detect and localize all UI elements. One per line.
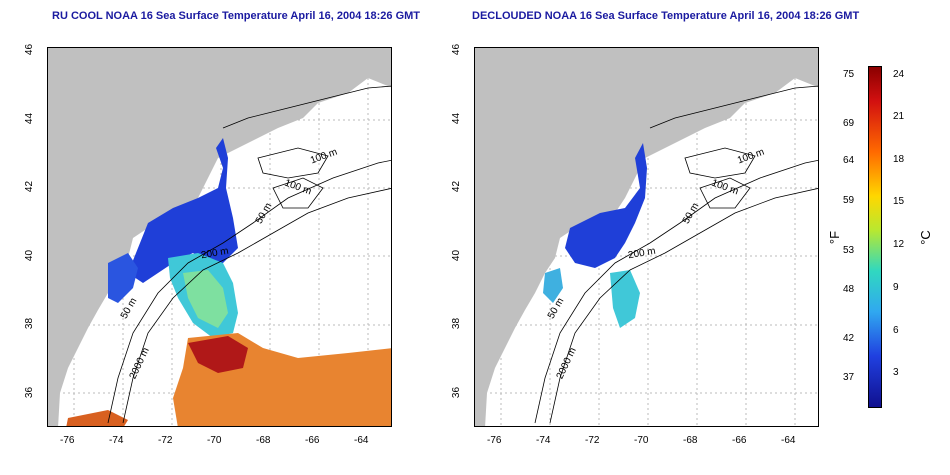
fahrenheit-tick: 69 xyxy=(843,118,855,129)
warm-patch-south xyxy=(66,410,128,426)
left-map-title: RU COOL NOAA 16 Sea Surface Temperature … xyxy=(52,10,421,22)
x-tick-label: -64 xyxy=(354,435,369,446)
right-map-canvas xyxy=(475,48,818,426)
x-tick-label: -68 xyxy=(256,435,271,446)
y-tick-label: 46 xyxy=(451,43,463,56)
y-tick-label: 44 xyxy=(24,112,36,125)
celsius-tick: 9 xyxy=(893,282,899,293)
cold-water-coast xyxy=(108,253,138,303)
right-sst-map: 100 m 100 m 50 m 200 m 50 m 2000 m xyxy=(474,47,819,427)
fahrenheit-tick: 75 xyxy=(843,69,855,80)
y-tick-label: 40 xyxy=(451,249,463,262)
y-tick-label: 44 xyxy=(451,112,463,125)
x-tick-label: -64 xyxy=(781,435,796,446)
bathymetry-contours xyxy=(107,85,391,424)
hot-water-region xyxy=(188,336,248,373)
x-tick-label: -76 xyxy=(60,435,75,446)
x-tick-label: -76 xyxy=(487,435,502,446)
celsius-tick: 12 xyxy=(893,239,905,250)
x-tick-label: -66 xyxy=(305,435,320,446)
fahrenheit-tick: 64 xyxy=(843,155,855,166)
land-nova-scotia xyxy=(705,48,818,118)
celsius-tick: 3 xyxy=(893,367,899,378)
celsius-tick: 15 xyxy=(893,196,905,207)
x-tick-label: -70 xyxy=(207,435,222,446)
celsius-unit-label: °C xyxy=(917,230,933,245)
cool-green-band xyxy=(183,270,228,328)
right-map-title: DECLOUDED NOAA 16 Sea Surface Temperatur… xyxy=(472,10,860,22)
x-tick-label: -74 xyxy=(109,435,124,446)
fahrenheit-tick: 59 xyxy=(843,195,855,206)
fahrenheit-tick: 42 xyxy=(843,333,855,344)
y-tick-label: 46 xyxy=(24,43,36,56)
y-tick-label: 36 xyxy=(451,386,463,399)
fahrenheit-tick: 37 xyxy=(843,372,855,383)
x-tick-label: -72 xyxy=(158,435,173,446)
celsius-tick: 18 xyxy=(893,154,905,165)
y-tick-label: 38 xyxy=(24,317,36,330)
x-tick-label: -66 xyxy=(732,435,747,446)
land-mass xyxy=(475,48,818,426)
y-tick-label: 38 xyxy=(451,317,463,330)
fahrenheit-unit-label: °F xyxy=(827,230,843,245)
left-sst-map: 100 m 100 m 50 m 200 m 50 m 2000 m xyxy=(47,47,392,427)
land-nova-scotia xyxy=(278,48,391,118)
mid-temperature-region xyxy=(610,270,640,328)
land-mass xyxy=(48,48,391,426)
x-tick-label: -70 xyxy=(634,435,649,446)
y-tick-label: 42 xyxy=(451,180,463,193)
y-tick-label: 40 xyxy=(24,249,36,262)
y-tick-label: 42 xyxy=(24,180,36,193)
celsius-tick: 6 xyxy=(893,325,899,336)
fahrenheit-tick: 53 xyxy=(843,245,855,256)
x-tick-label: -74 xyxy=(536,435,551,446)
celsius-tick: 24 xyxy=(893,69,905,80)
y-tick-label: 36 xyxy=(24,386,36,399)
cold-water-region xyxy=(128,138,238,283)
bathymetry-contours xyxy=(534,85,818,424)
fahrenheit-tick: 48 xyxy=(843,284,855,295)
x-tick-label: -68 xyxy=(683,435,698,446)
celsius-tick: 21 xyxy=(893,111,905,122)
left-map-canvas xyxy=(48,48,391,426)
cold-water-region xyxy=(565,143,647,268)
temperature-colorbar xyxy=(868,66,882,408)
mid-temperature-coast xyxy=(543,268,563,303)
x-tick-label: -72 xyxy=(585,435,600,446)
